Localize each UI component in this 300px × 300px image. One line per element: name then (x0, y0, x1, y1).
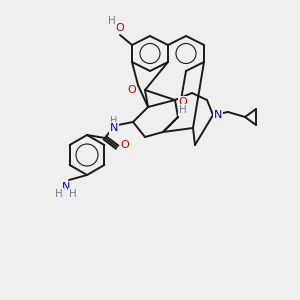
Text: H: H (69, 189, 77, 199)
Text: N: N (214, 110, 222, 120)
Text: O: O (121, 140, 129, 150)
Text: N: N (62, 182, 70, 192)
Text: H: H (108, 16, 116, 26)
Text: O: O (116, 23, 124, 33)
Text: O: O (178, 97, 188, 107)
Text: H: H (179, 105, 187, 115)
Text: H: H (55, 189, 63, 199)
Text: N: N (110, 123, 118, 133)
Text: H: H (110, 116, 118, 126)
Text: O: O (128, 85, 136, 95)
